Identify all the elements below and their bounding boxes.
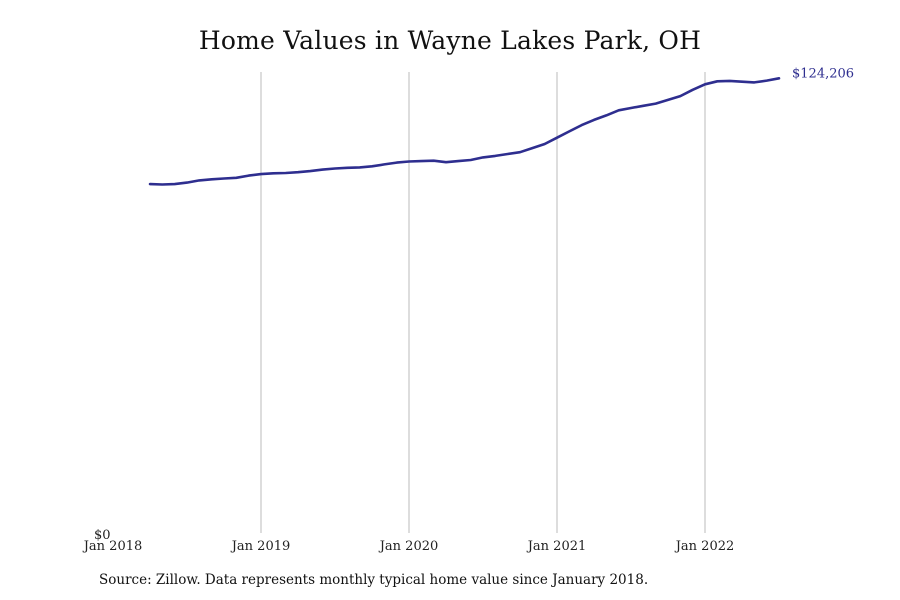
- x-tick-label: Jan 2019: [230, 539, 291, 554]
- y-axis-zero-label: $0: [94, 528, 111, 543]
- source-note: Source: Zillow. Data represents monthly …: [99, 572, 649, 588]
- chart-title: Home Values in Wayne Lakes Park, OH: [198, 26, 702, 55]
- end-value-label: $124,206: [792, 66, 854, 81]
- x-tick-label: Jan 2020: [378, 539, 439, 554]
- x-tick-label: Jan 2018: [82, 539, 143, 554]
- axis-labels: $0 Jan 2018 Jan 2019 Jan 2020 Jan 2021 Jan 2…: [82, 528, 735, 554]
- vertical-gridlines: [260, 72, 706, 533]
- series-layer: [148, 77, 781, 186]
- x-tick-label: Jan 2022: [674, 539, 735, 554]
- x-tick-label: Jan 2021: [526, 539, 587, 554]
- series-line: [148, 77, 781, 186]
